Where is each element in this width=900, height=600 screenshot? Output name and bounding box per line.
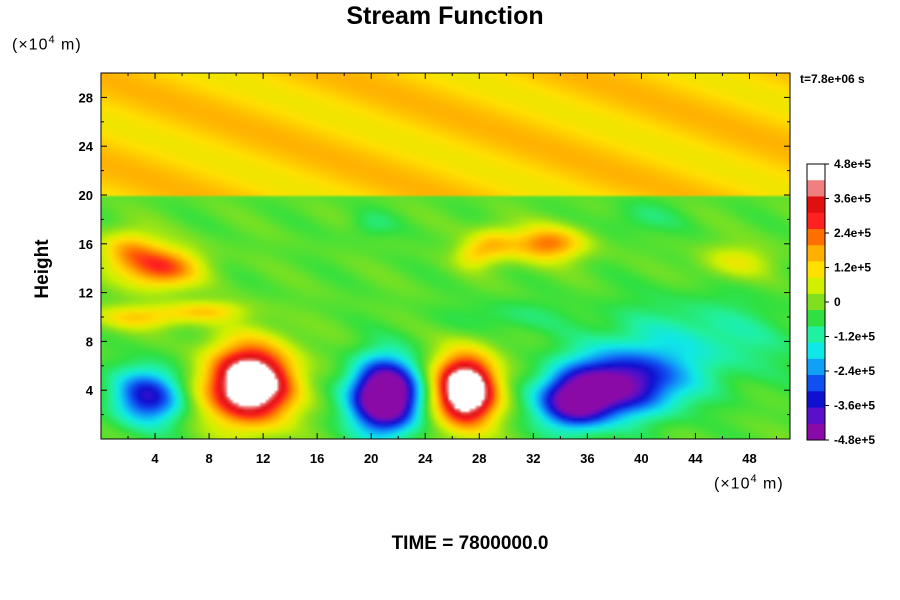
x-tick-label: 48 [742,451,756,466]
y-axis-unit: (×104 m) [12,34,82,54]
colorbar-band [807,293,825,311]
colorbar-label: 1.2e+5 [834,261,871,275]
y-tick-label: 8 [86,334,93,349]
colorbar-label: -1.2e+5 [834,330,875,344]
colorbar-band [807,423,825,441]
colorbar-band [807,228,825,246]
y-unit-exponent: 4 [48,34,56,46]
x-unit-suffix: m) [757,475,784,493]
chart-title: Stream Function [346,2,544,30]
colorbar-label: 2.4e+5 [834,226,871,240]
colorbar-label: 3.6e+5 [834,192,871,206]
colorbar-label: 0 [834,295,841,309]
x-tick-label: 8 [205,451,212,466]
colorbar-band [807,196,825,214]
colorbar-band [807,261,825,279]
x-tick-label: 24 [418,451,433,466]
heatmap-field [101,73,790,439]
time-stamp-label: t=7.8e+06 s [800,72,865,86]
colorbar-band [807,164,825,181]
y-tick-label: 24 [79,139,94,154]
y-unit-prefix: (×10 [12,36,49,54]
colorbar-band [807,342,825,360]
colorbar-band [807,277,825,295]
x-tick-label: 36 [580,451,594,466]
colorbar-band [807,326,825,344]
colorbar-band [807,358,825,376]
x-tick-label: 4 [151,451,159,466]
colorbar-label: -4.8e+5 [834,433,875,447]
x-tick-label: 32 [526,451,540,466]
y-tick-label: 16 [79,237,93,252]
colorbar-band [807,407,825,425]
plot-frame [100,72,791,440]
colorbar-band [807,212,825,230]
colorbar-band [807,310,825,327]
x-tick-label: 40 [634,451,648,466]
y-tick-label: 20 [79,188,93,203]
colorbar-band [807,180,825,197]
x-tick-label: 28 [472,451,486,466]
colorbar-band [807,245,825,262]
y-tick-label: 4 [86,383,94,398]
colorbar-label: -2.4e+5 [834,364,875,378]
y-tick-label: 28 [79,90,93,105]
x-tick-label: 20 [364,451,378,466]
x-unit-prefix: (×10 [714,475,751,493]
colorbar-label: 4.8e+5 [834,157,871,171]
x-axis-unit: (×104 m) [714,473,784,493]
x-unit-exponent: 4 [750,473,758,485]
colorbar-label: -3.6e+5 [834,399,875,413]
x-tick-label: 12 [256,451,270,466]
colorbar-band [807,391,825,409]
y-tick-label: 12 [79,286,93,301]
footer-time-label: TIME = 7800000.0 [391,533,549,554]
x-tick-label: 44 [688,451,703,466]
y-unit-suffix: m) [55,36,82,54]
colorbar-band [807,375,825,392]
x-tick-label: 16 [310,451,324,466]
